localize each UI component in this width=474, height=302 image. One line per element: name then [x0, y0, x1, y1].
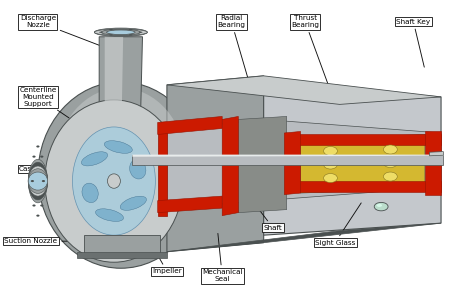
Text: Shaft Key: Shaft Key: [396, 19, 430, 67]
Polygon shape: [167, 223, 441, 252]
Ellipse shape: [99, 32, 103, 33]
Ellipse shape: [374, 202, 388, 211]
Text: Impeller: Impeller: [147, 238, 182, 274]
Ellipse shape: [324, 146, 337, 156]
Ellipse shape: [107, 30, 135, 34]
Ellipse shape: [32, 204, 36, 207]
Ellipse shape: [101, 29, 140, 35]
Ellipse shape: [32, 156, 36, 158]
Polygon shape: [429, 152, 443, 156]
Text: Casing: Casing: [19, 166, 81, 172]
Ellipse shape: [28, 172, 47, 190]
Text: Radial
Bearing: Radial Bearing: [218, 15, 249, 82]
Ellipse shape: [324, 174, 337, 183]
Polygon shape: [99, 37, 143, 112]
Polygon shape: [222, 117, 238, 216]
Polygon shape: [132, 155, 443, 157]
Ellipse shape: [82, 152, 108, 166]
Polygon shape: [301, 134, 425, 193]
Ellipse shape: [73, 127, 155, 235]
Ellipse shape: [108, 174, 120, 188]
Ellipse shape: [109, 34, 113, 35]
Polygon shape: [289, 134, 441, 145]
Ellipse shape: [94, 28, 147, 37]
Ellipse shape: [28, 159, 47, 203]
Polygon shape: [158, 130, 167, 216]
Polygon shape: [238, 117, 287, 213]
Ellipse shape: [45, 100, 183, 262]
Ellipse shape: [28, 166, 47, 196]
Ellipse shape: [376, 204, 382, 207]
Text: Sight Glass: Sight Glass: [315, 203, 361, 246]
Text: Mechanical
Seal: Mechanical Seal: [202, 233, 242, 282]
Ellipse shape: [129, 29, 133, 30]
Ellipse shape: [28, 162, 47, 200]
Polygon shape: [167, 76, 264, 252]
Ellipse shape: [36, 146, 39, 148]
Text: Centerline
Mounted
Support: Centerline Mounted Support: [19, 87, 100, 139]
Ellipse shape: [120, 196, 146, 210]
Text: Discharge
Nozzle: Discharge Nozzle: [20, 15, 114, 51]
Ellipse shape: [36, 215, 39, 217]
Polygon shape: [132, 155, 443, 165]
Ellipse shape: [383, 172, 397, 181]
Polygon shape: [77, 252, 167, 258]
Ellipse shape: [82, 183, 98, 203]
Ellipse shape: [383, 159, 397, 168]
Ellipse shape: [40, 156, 44, 158]
Polygon shape: [289, 181, 441, 191]
Ellipse shape: [56, 88, 185, 238]
Ellipse shape: [28, 169, 47, 193]
Ellipse shape: [42, 180, 45, 182]
Ellipse shape: [129, 34, 133, 35]
Polygon shape: [84, 235, 160, 255]
Polygon shape: [425, 131, 441, 194]
Polygon shape: [158, 117, 222, 134]
Ellipse shape: [38, 82, 204, 268]
Polygon shape: [158, 196, 222, 213]
Polygon shape: [167, 119, 441, 208]
Ellipse shape: [109, 29, 113, 30]
Polygon shape: [167, 76, 441, 104]
Text: Suction Nozzle: Suction Nozzle: [4, 238, 91, 244]
Polygon shape: [105, 37, 123, 112]
Ellipse shape: [104, 141, 132, 153]
Ellipse shape: [31, 180, 34, 182]
Polygon shape: [264, 85, 441, 235]
Ellipse shape: [324, 160, 337, 169]
Polygon shape: [284, 131, 301, 194]
Ellipse shape: [139, 32, 143, 33]
Ellipse shape: [40, 204, 44, 207]
Ellipse shape: [96, 209, 124, 221]
Text: Shaft: Shaft: [245, 191, 282, 231]
Ellipse shape: [129, 159, 146, 179]
Text: Thrust
Bearing: Thrust Bearing: [291, 15, 329, 88]
Text: Bearing
Housing: Bearing Housing: [401, 156, 430, 175]
Ellipse shape: [383, 145, 397, 154]
Ellipse shape: [94, 29, 147, 36]
